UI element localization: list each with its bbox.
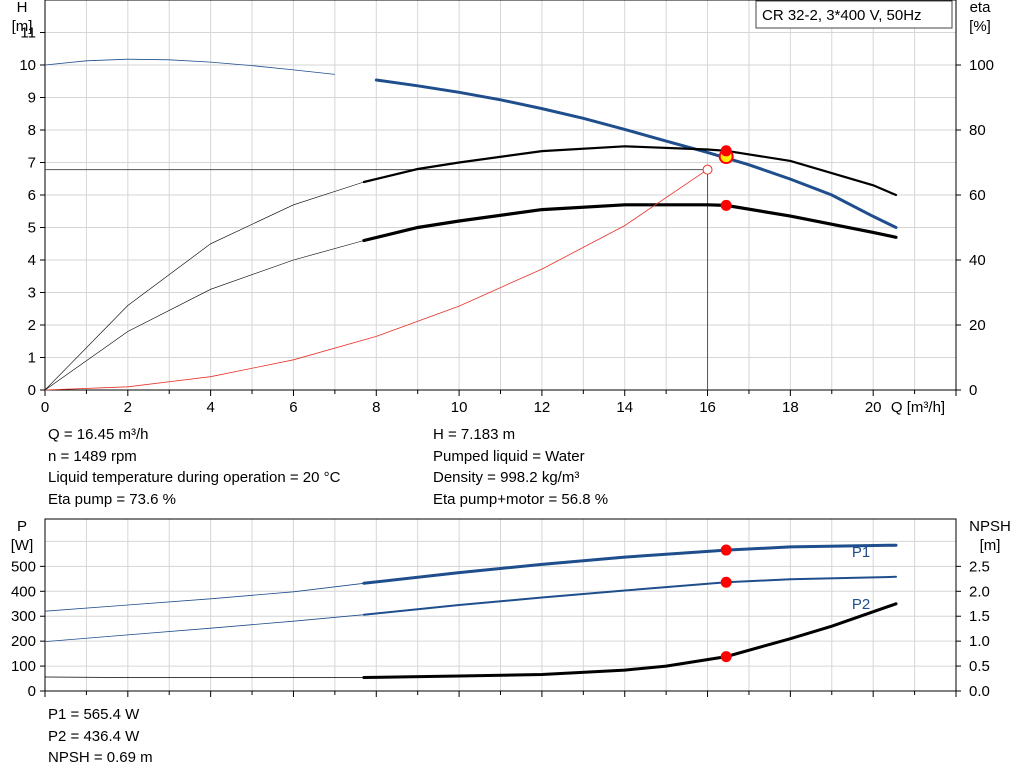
y-right-tick-label: 1.5 xyxy=(969,608,990,625)
y-axis-unit: [W] xyxy=(11,537,34,554)
x-axis-label: Q [m³/h] xyxy=(891,399,945,416)
y-tick-label: 300 xyxy=(11,608,36,625)
y-right-tick-label: 100 xyxy=(969,57,994,74)
info-p1: P1 = 565.4 W xyxy=(48,706,140,723)
info-top-left: Q = 16.45 m³/h n = 1489 rpm Liquid tempe… xyxy=(48,424,340,510)
info-flow: Q = 16.45 m³/h xyxy=(48,426,149,443)
y-right-axis-unit: [%] xyxy=(969,18,991,35)
info-eta-pump-motor: Eta pump+motor = 56.8 % xyxy=(433,490,609,508)
series-npsh-line-extrapolated xyxy=(44,676,364,678)
system-curve-end-marker xyxy=(702,164,713,175)
y-tick-label: 0 xyxy=(28,683,36,700)
y-tick-label: 0 xyxy=(28,382,36,399)
y-tick-label: 5 xyxy=(28,220,36,237)
x-tick-label: 8 xyxy=(372,399,380,416)
series-head-line-extrapolated xyxy=(44,58,335,75)
operating-point-marker xyxy=(720,651,732,663)
info-npsh: NPSH = 0.69 m xyxy=(48,749,153,766)
series-P1-line-extrapolated xyxy=(44,582,364,612)
series-label-p1: P1 xyxy=(852,544,870,561)
series-eta1-line-extrapolated xyxy=(44,181,364,391)
y-right-axis-label: eta xyxy=(970,0,992,16)
series-head-line xyxy=(374,78,898,229)
y-tick-label: 400 xyxy=(11,583,36,600)
series-label-p2: P2 xyxy=(852,596,870,613)
y-right-axis-unit: [m] xyxy=(980,537,1001,554)
y-right-tick-label: 80 xyxy=(969,122,986,139)
y-tick-label: 9 xyxy=(28,90,36,107)
series-eta2-line xyxy=(362,203,898,243)
info-bottom: P1 = 565.4 W P2 = 436.4 W NPSH = 0.69 m xyxy=(48,704,153,769)
series-npsh-line xyxy=(362,602,898,679)
y-tick-label: 100 xyxy=(11,658,36,675)
eta-marker xyxy=(720,199,732,211)
series-P2-line-extrapolated xyxy=(44,614,364,642)
series-P1-line xyxy=(362,543,898,585)
x-tick-label: 4 xyxy=(206,399,214,416)
y-right-tick-label: 2.0 xyxy=(969,583,990,600)
info-pumped-liquid: Pumped liquid = Water xyxy=(433,447,585,465)
y-axis-label: H xyxy=(17,0,28,16)
x-tick-label: 12 xyxy=(534,399,551,416)
y-tick-label: 4 xyxy=(28,252,36,269)
y-axis-unit: [m] xyxy=(12,18,33,35)
y-right-tick-label: 0 xyxy=(969,382,977,399)
info-head: H = 7.183 m xyxy=(433,426,516,443)
y-tick-label: 3 xyxy=(28,285,36,302)
info-density: Density = 998.2 kg/m³ xyxy=(433,469,580,486)
series-eta2-line-extrapolated xyxy=(44,240,364,391)
y-right-tick-label: 60 xyxy=(969,187,986,204)
y-tick-label: 200 xyxy=(11,633,36,650)
x-tick-label: 14 xyxy=(616,399,633,416)
y-right-tick-label: 0.0 xyxy=(969,683,990,700)
y-tick-label: 11 xyxy=(20,25,36,42)
info-p2: P2 = 436.4 W xyxy=(48,727,140,745)
y-tick-label: 7 xyxy=(28,155,36,172)
y-tick-label: 10 xyxy=(19,57,36,74)
x-tick-label: 16 xyxy=(699,399,716,416)
y-tick-label: 6 xyxy=(28,187,36,204)
x-tick-label: 6 xyxy=(289,399,297,416)
info-eta-pump: Eta pump = 73.6 % xyxy=(48,490,176,508)
series-P2-line xyxy=(362,575,897,616)
y-right-tick-label: 40 xyxy=(969,252,986,269)
info-liquid-temp: Liquid temperature during operation = 20… xyxy=(48,469,341,486)
operating-point-marker xyxy=(720,576,732,588)
x-tick-label: 10 xyxy=(451,399,468,416)
legend-box xyxy=(755,0,953,29)
x-tick-label: 2 xyxy=(124,399,132,416)
y-tick-label: 500 xyxy=(11,558,36,575)
y-right-axis-label: NPSH xyxy=(969,518,1011,535)
series-eta1-line xyxy=(362,145,898,197)
operating-point-marker xyxy=(720,544,732,556)
series-system-line xyxy=(44,169,708,391)
legend-title: CR 32-2, 3*400 V, 50Hz xyxy=(762,7,922,24)
y-right-tick-label: 1.0 xyxy=(969,633,990,650)
y-tick-label: 2 xyxy=(28,317,36,334)
x-tick-label: 20 xyxy=(865,399,882,416)
y-right-tick-label: 20 xyxy=(969,317,986,334)
info-top-right: H = 7.183 m Pumped liquid = Water Densit… xyxy=(433,424,608,510)
eta-marker xyxy=(720,145,732,157)
y-axis-label: P xyxy=(17,518,27,535)
x-tick-label: 18 xyxy=(782,399,799,416)
x-tick-label: 0 xyxy=(41,399,49,416)
info-speed: n = 1489 rpm xyxy=(48,447,137,465)
y-right-tick-label: 2.5 xyxy=(969,558,990,575)
y-tick-label: 8 xyxy=(28,122,36,139)
y-tick-label: 1 xyxy=(28,350,36,367)
y-right-tick-label: 0.5 xyxy=(969,658,990,675)
